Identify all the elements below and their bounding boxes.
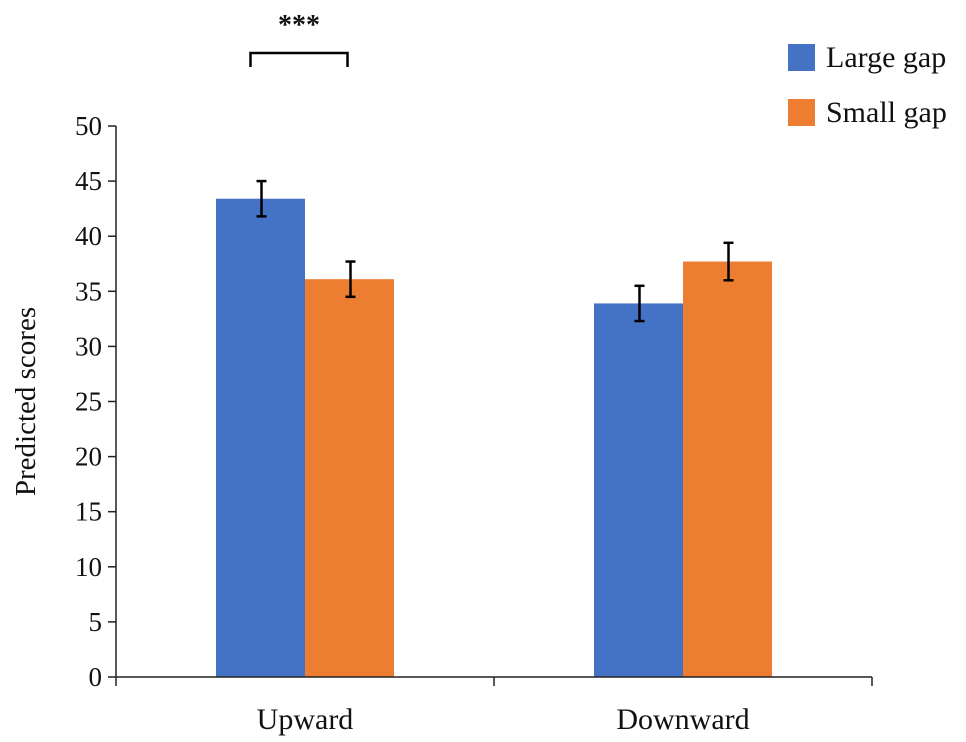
legend-label-small-gap: Small gap bbox=[826, 96, 947, 129]
bar-upward-large-gap bbox=[216, 198, 305, 677]
y-tick-label: 30 bbox=[75, 331, 102, 361]
y-tick-label: 15 bbox=[75, 497, 102, 527]
y-tick-label: 0 bbox=[89, 662, 103, 692]
y-tick-label: 50 bbox=[75, 111, 102, 141]
x-category-label-downward: Downward bbox=[616, 703, 749, 736]
legend-swatch-large-gap bbox=[788, 44, 815, 71]
y-tick-label: 40 bbox=[75, 221, 102, 251]
x-category-label-upward: Upward bbox=[257, 703, 354, 736]
significance-label: *** bbox=[278, 10, 320, 41]
y-tick-label: 25 bbox=[75, 387, 102, 417]
y-tick-label: 35 bbox=[75, 276, 102, 306]
y-tick-label: 45 bbox=[75, 166, 102, 196]
bar-upward-small-gap bbox=[305, 279, 394, 677]
legend-swatch-small-gap bbox=[788, 99, 815, 126]
bar-downward-large-gap bbox=[594, 303, 683, 677]
y-axis-title: Predicted scores bbox=[10, 307, 42, 496]
significance-bracket bbox=[249, 51, 349, 67]
legend-label-large-gap: Large gap bbox=[826, 41, 946, 74]
bar-downward-small-gap bbox=[683, 261, 772, 677]
y-tick-label: 5 bbox=[89, 607, 103, 637]
y-tick-label: 20 bbox=[75, 442, 102, 472]
y-tick-label: 10 bbox=[75, 552, 102, 582]
